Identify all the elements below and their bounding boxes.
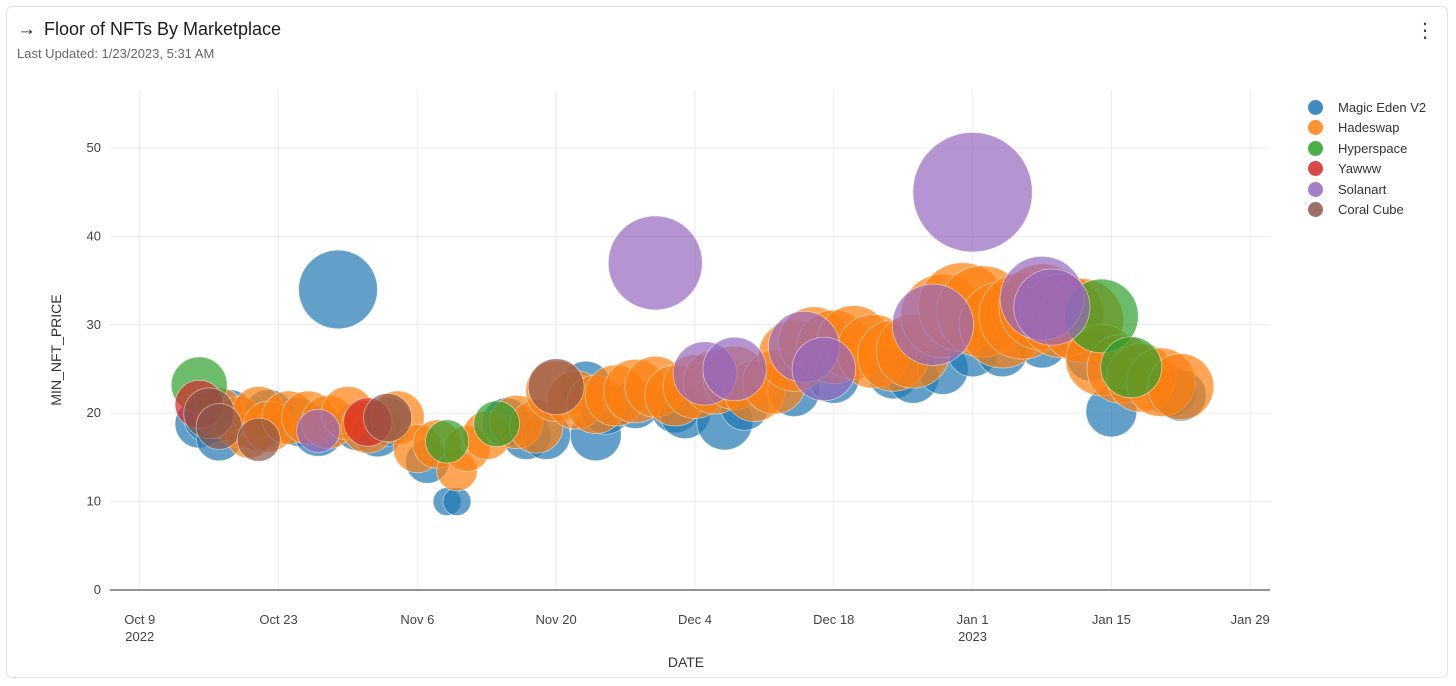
y-tick-label: 40 <box>87 228 101 243</box>
bubble-point <box>1100 336 1163 399</box>
legend-label: Hyperspace <box>1338 140 1408 156</box>
x-tick-label: Jan 29 <box>1231 612 1270 627</box>
bubble-point <box>298 249 378 330</box>
legend-marker-icon <box>1308 120 1323 136</box>
bubble-point <box>425 419 470 464</box>
bubble-point <box>296 408 341 453</box>
legend-marker-icon <box>1308 181 1323 197</box>
x-tick-label: Dec 18 <box>813 612 854 627</box>
legend-label: Hadeswap <box>1338 120 1400 136</box>
x-tick-label: Oct 9 <box>124 612 155 627</box>
chart-title[interactable]: Floor of NFTs By Marketplace <box>44 19 282 39</box>
legend-label: Yawww <box>1338 161 1382 177</box>
bubble-point <box>236 417 281 462</box>
legend-marker-icon <box>1308 161 1323 177</box>
y-tick-label: 10 <box>87 494 101 509</box>
legend-label: Coral Cube <box>1338 202 1404 218</box>
x-tick-label: Dec 4 <box>678 612 712 627</box>
axes: 0 10 20 30 40 50 Oct 9 2022 Oct 23 Nov 6 Nov 20 Dec… <box>48 140 1270 670</box>
x-tick-label: Nov 20 <box>536 612 577 627</box>
bubble-point <box>702 336 767 402</box>
bubble-point <box>791 336 856 402</box>
y-tick-label: 20 <box>87 405 101 420</box>
legend-item[interactable]: Hadeswap <box>1308 118 1426 139</box>
x-tick-sublabel: 2023 <box>958 629 987 644</box>
last-updated-text: Last Updated: 1/23/2023, 5:31 AM <box>17 46 215 61</box>
x-axis-title: DATE <box>668 654 704 670</box>
title-row[interactable]: → Floor of NFTs By Marketplace <box>17 19 281 40</box>
bubble-point <box>891 283 974 366</box>
more-options-icon[interactable]: ⋮ <box>1415 20 1435 42</box>
legend-item[interactable]: Hyperspace <box>1308 138 1426 159</box>
bubble-point <box>473 400 520 448</box>
x-tick-label: Nov 6 <box>400 612 434 627</box>
y-tick-label: 30 <box>87 317 101 332</box>
bubble-point <box>527 358 585 416</box>
y-tick-label: 0 <box>94 582 101 597</box>
y-axis-title: MIN_NFT_PRICE <box>48 294 64 405</box>
legend-label: Magic Eden V2 <box>1338 99 1427 115</box>
bubble-point <box>442 487 472 516</box>
bubble-point <box>607 215 703 311</box>
bubble-point <box>1013 268 1091 346</box>
legend-marker-icon <box>1308 140 1323 156</box>
arrow-right-icon[interactable]: → <box>17 19 36 40</box>
bubble-point <box>912 132 1033 253</box>
x-tick-label: Jan 15 <box>1092 612 1131 627</box>
legend-item[interactable]: Magic Eden V2 <box>1308 97 1426 118</box>
legend-marker-icon <box>1308 202 1323 218</box>
y-tick-label: 50 <box>87 140 101 155</box>
legend-item[interactable]: Solanart <box>1308 179 1426 200</box>
legend-label: Solanart <box>1338 181 1387 197</box>
x-tick-label: Jan 1 <box>957 612 989 627</box>
bubble-point <box>363 393 413 443</box>
bubble-point <box>195 403 243 450</box>
chart-header: → Floor of NFTs By Marketplace Last Upda… <box>17 19 281 61</box>
series-solanart <box>296 132 1091 453</box>
legend-marker-icon <box>1308 99 1323 115</box>
bubbles <box>170 132 1215 516</box>
legend-item[interactable]: Coral Cube <box>1308 200 1426 221</box>
legend-item[interactable]: Yawww <box>1308 159 1426 180</box>
legend: Magic Eden V2 Hadeswap Hyperspace Yawww Sola… <box>1308 97 1426 220</box>
x-tick-sublabel: 2022 <box>125 629 154 644</box>
series-coral-cube <box>183 358 585 462</box>
x-tick-label: Oct 23 <box>259 612 297 627</box>
